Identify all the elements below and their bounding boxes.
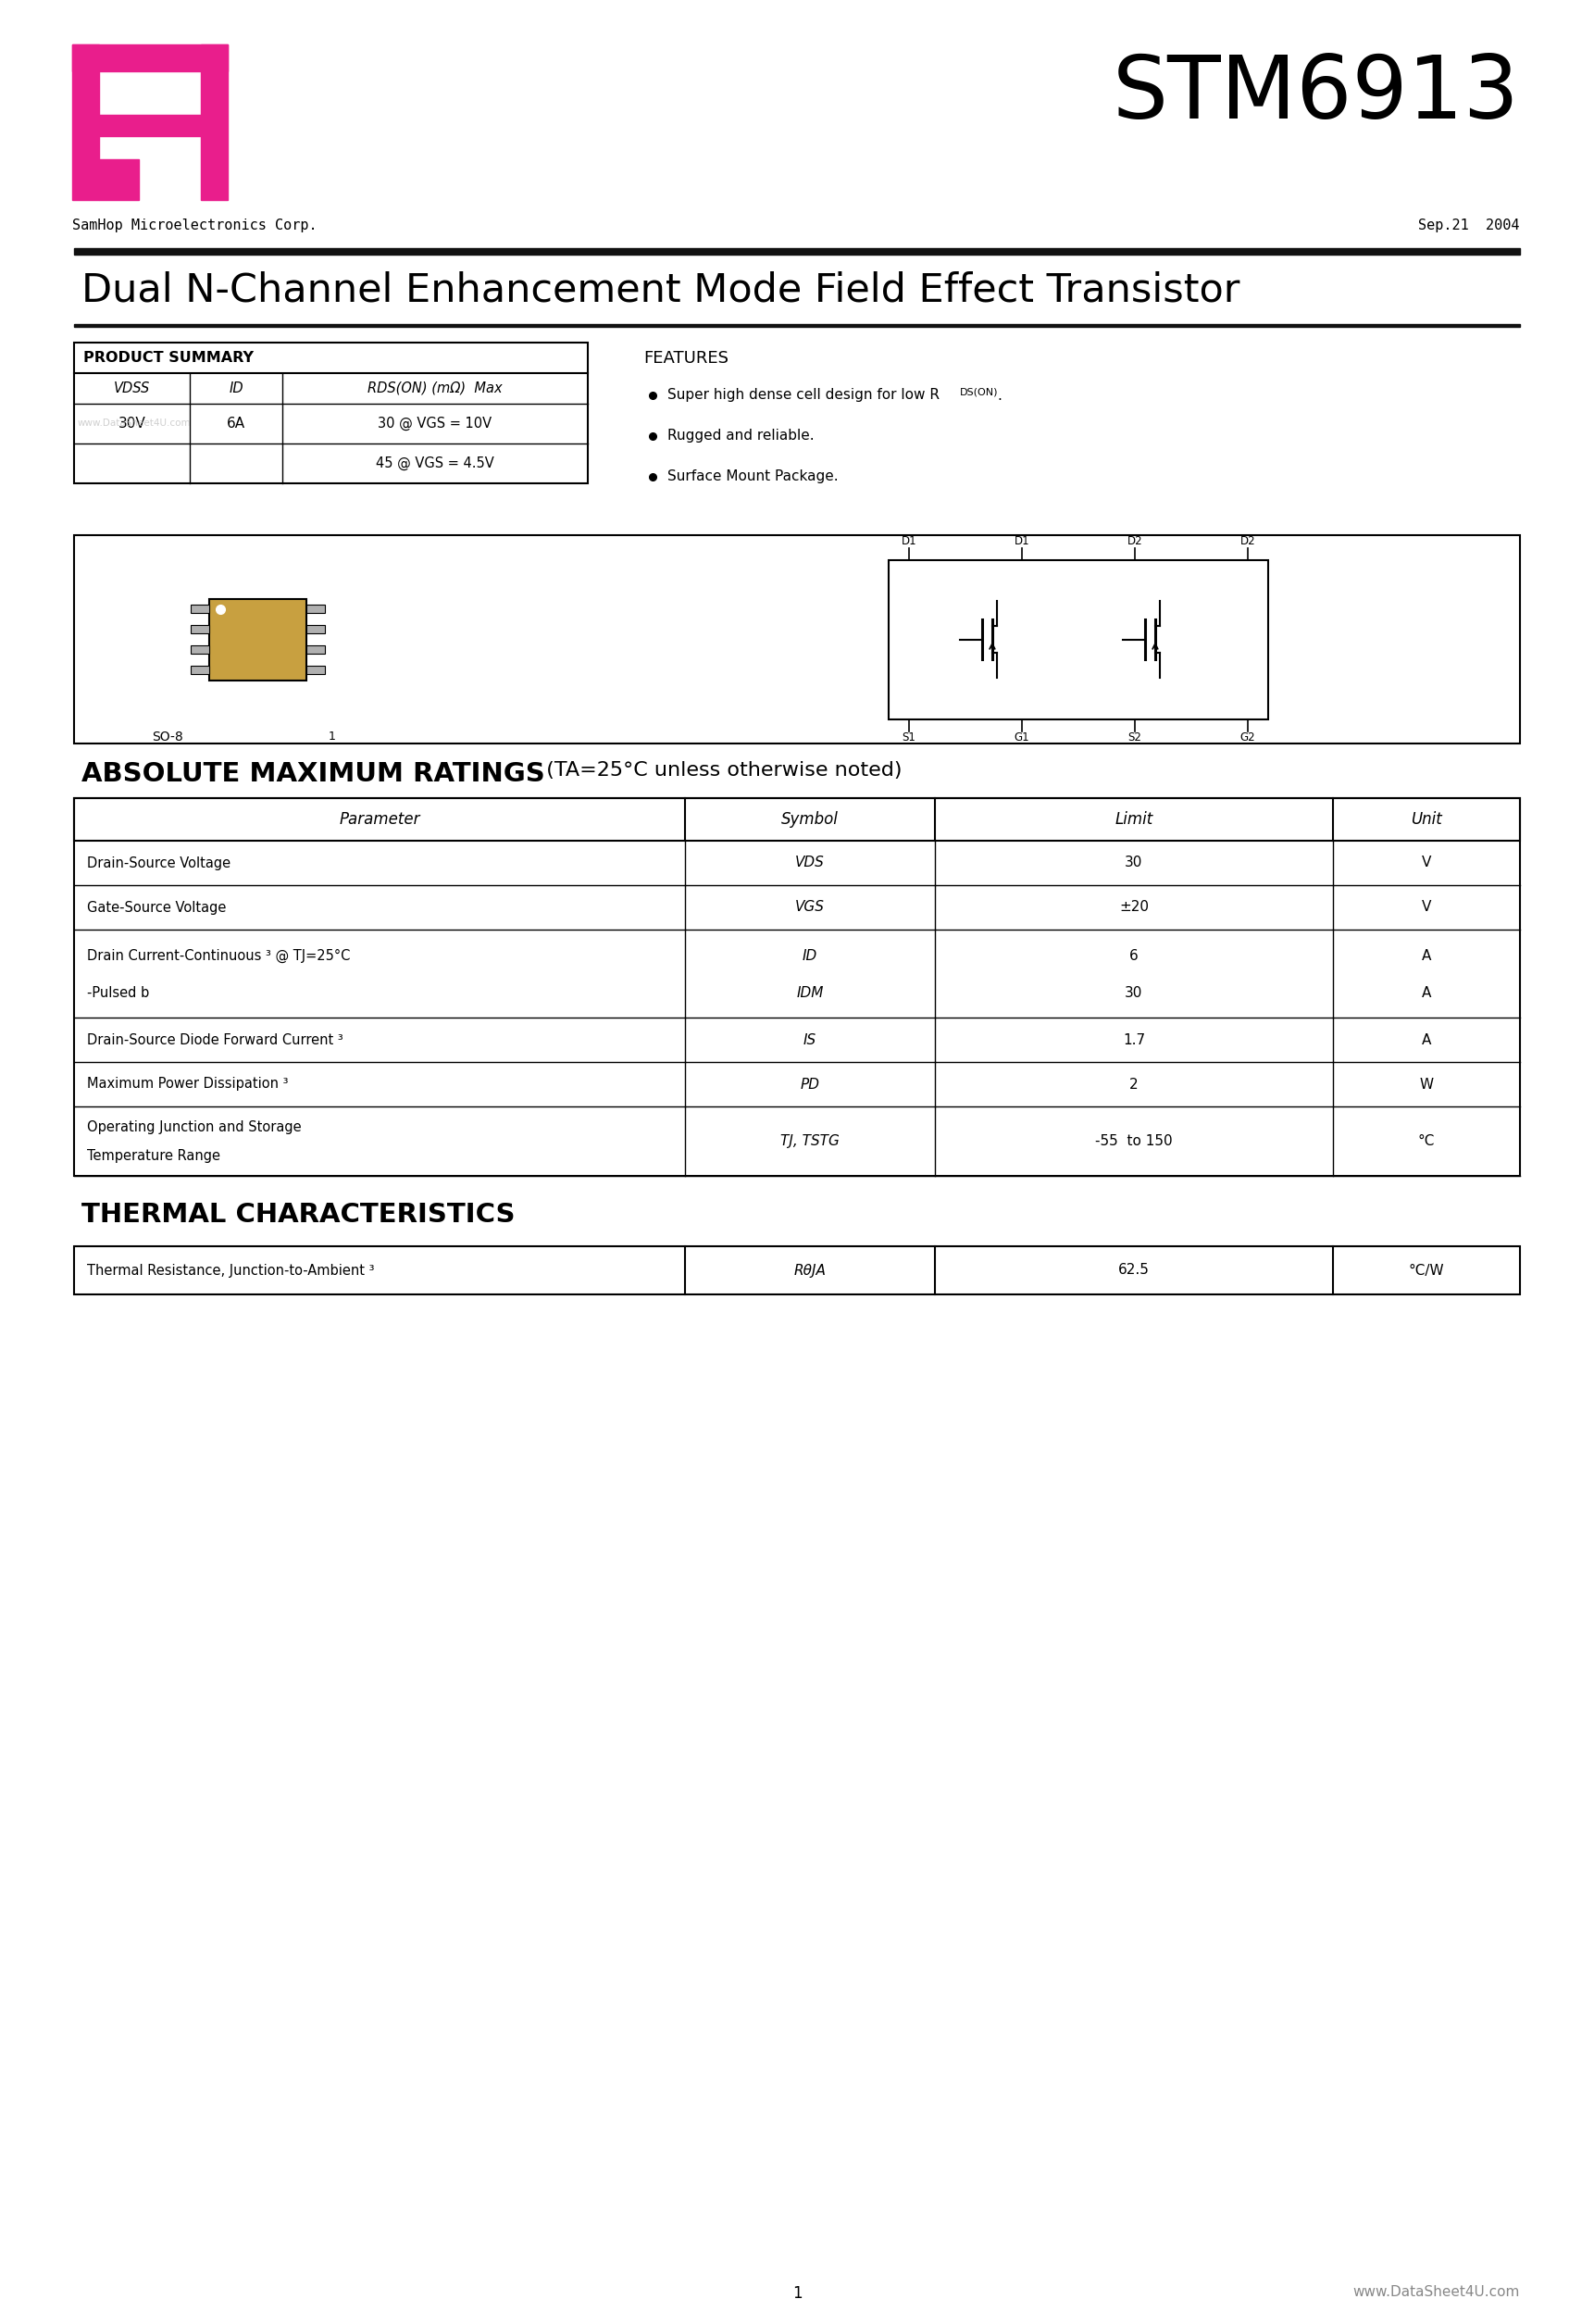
Text: A: A bbox=[1422, 1032, 1431, 1046]
Bar bbox=[190, 625, 209, 634]
Text: Drain-Source Diode Forward Current ³: Drain-Source Diode Forward Current ³ bbox=[88, 1032, 343, 1046]
Text: VDSS: VDSS bbox=[113, 381, 150, 395]
Text: VDS: VDS bbox=[795, 855, 824, 869]
Text: 62.5: 62.5 bbox=[1119, 1264, 1149, 1278]
Text: Rugged and reliable.: Rugged and reliable. bbox=[668, 430, 815, 444]
Bar bbox=[73, 342, 588, 483]
Text: Sep.21  2004: Sep.21 2004 bbox=[1419, 218, 1521, 232]
Text: D2: D2 bbox=[1127, 535, 1143, 546]
Text: Parameter: Parameter bbox=[340, 811, 421, 827]
Text: IS: IS bbox=[803, 1032, 816, 1046]
Text: 6A: 6A bbox=[226, 416, 245, 430]
Bar bbox=[73, 797, 1521, 1176]
Text: Gate-Source Voltage: Gate-Source Voltage bbox=[88, 899, 226, 913]
Bar bbox=[306, 665, 325, 674]
Text: -Pulsed b: -Pulsed b bbox=[88, 985, 150, 999]
Text: www.DataSheet4U.com: www.DataSheet4U.com bbox=[1353, 2284, 1521, 2298]
Bar bbox=[73, 249, 1521, 256]
Text: 2: 2 bbox=[1130, 1078, 1138, 1092]
Text: Operating Junction and Storage: Operating Junction and Storage bbox=[88, 1120, 301, 1134]
Text: 6: 6 bbox=[1130, 948, 1138, 962]
Text: A: A bbox=[1422, 985, 1431, 999]
Text: Symbol: Symbol bbox=[781, 811, 838, 827]
Bar bbox=[73, 797, 1521, 841]
Text: -55  to 150: -55 to 150 bbox=[1095, 1134, 1173, 1148]
Text: °C/W: °C/W bbox=[1409, 1264, 1444, 1278]
Text: 1.7: 1.7 bbox=[1122, 1032, 1144, 1046]
Text: Unit: Unit bbox=[1411, 811, 1443, 827]
Text: D1: D1 bbox=[901, 535, 917, 546]
Text: SamHop Microelectronics Corp.: SamHop Microelectronics Corp. bbox=[72, 218, 317, 232]
Bar bbox=[306, 646, 325, 653]
Bar bbox=[190, 604, 209, 614]
Text: 30 @ VGS = 10V: 30 @ VGS = 10V bbox=[378, 416, 493, 430]
Text: Limit: Limit bbox=[1114, 811, 1152, 827]
Text: V: V bbox=[1422, 899, 1431, 913]
Text: (TA=25°C unless otherwise noted): (TA=25°C unless otherwise noted) bbox=[532, 760, 902, 779]
Bar bbox=[73, 535, 1521, 744]
Bar bbox=[99, 160, 139, 200]
Text: FEATURES: FEATURES bbox=[644, 351, 728, 367]
Text: ID: ID bbox=[230, 381, 244, 395]
Text: Temperature Range: Temperature Range bbox=[88, 1150, 220, 1164]
Text: Maximum Power Dissipation ³: Maximum Power Dissipation ³ bbox=[88, 1078, 289, 1092]
Text: 30: 30 bbox=[1125, 855, 1143, 869]
Bar bbox=[306, 625, 325, 634]
Text: Drain Current-Continuous ³ @ TJ=25°C: Drain Current-Continuous ³ @ TJ=25°C bbox=[88, 948, 351, 962]
Text: 45 @ VGS = 4.5V: 45 @ VGS = 4.5V bbox=[376, 456, 494, 469]
Text: PRODUCT SUMMARY: PRODUCT SUMMARY bbox=[83, 351, 253, 365]
Bar bbox=[99, 114, 201, 137]
Text: 1: 1 bbox=[792, 2284, 802, 2301]
Text: ID: ID bbox=[802, 948, 818, 962]
Text: DS(ON): DS(ON) bbox=[960, 388, 998, 397]
Text: D1: D1 bbox=[1014, 535, 1030, 546]
Bar bbox=[72, 44, 228, 72]
Bar bbox=[201, 44, 228, 200]
Text: Thermal Resistance, Junction-to-Ambient ³: Thermal Resistance, Junction-to-Ambient … bbox=[88, 1264, 375, 1278]
Bar bbox=[209, 600, 306, 681]
Text: Super high dense cell design for low R: Super high dense cell design for low R bbox=[668, 388, 939, 402]
Text: G2: G2 bbox=[1240, 732, 1256, 744]
Text: TJ, TSTG: TJ, TSTG bbox=[781, 1134, 840, 1148]
Bar bbox=[306, 604, 325, 614]
Text: SO-8: SO-8 bbox=[151, 730, 183, 744]
Bar bbox=[190, 646, 209, 653]
Text: .: . bbox=[996, 388, 1001, 402]
Text: STM6913: STM6913 bbox=[1113, 51, 1521, 137]
Bar bbox=[73, 323, 1521, 328]
Text: 30V: 30V bbox=[118, 416, 145, 430]
Text: 30: 30 bbox=[1125, 985, 1143, 999]
Text: V: V bbox=[1422, 855, 1431, 869]
Text: THERMAL CHARACTERISTICS: THERMAL CHARACTERISTICS bbox=[81, 1202, 515, 1227]
Text: 1: 1 bbox=[328, 730, 335, 744]
Bar bbox=[72, 44, 99, 200]
Text: S1: S1 bbox=[902, 732, 917, 744]
Text: www.DataSheet4U.com: www.DataSheet4U.com bbox=[78, 418, 191, 428]
Text: W: W bbox=[1419, 1078, 1433, 1092]
Text: Drain-Source Voltage: Drain-Source Voltage bbox=[88, 855, 231, 869]
Bar bbox=[190, 665, 209, 674]
Text: G1: G1 bbox=[1014, 732, 1030, 744]
Text: IDM: IDM bbox=[797, 985, 824, 999]
Text: D2: D2 bbox=[1240, 535, 1256, 546]
Bar bbox=[73, 1246, 1521, 1294]
Text: Surface Mount Package.: Surface Mount Package. bbox=[668, 469, 838, 483]
Text: ±20: ±20 bbox=[1119, 899, 1149, 913]
Text: Dual N-Channel Enhancement Mode Field Effect Transistor: Dual N-Channel Enhancement Mode Field Ef… bbox=[81, 270, 1240, 309]
Text: S2: S2 bbox=[1129, 732, 1141, 744]
Bar bbox=[888, 560, 1269, 718]
Text: A: A bbox=[1422, 948, 1431, 962]
Text: RθJA: RθJA bbox=[794, 1264, 826, 1278]
Text: ABSOLUTE MAXIMUM RATINGS: ABSOLUTE MAXIMUM RATINGS bbox=[81, 760, 545, 788]
Text: VGS: VGS bbox=[795, 899, 824, 913]
Text: PD: PD bbox=[800, 1078, 819, 1092]
Text: RDS(ON) (mΩ)  Max: RDS(ON) (mΩ) Max bbox=[368, 381, 502, 395]
Text: °C: °C bbox=[1419, 1134, 1435, 1148]
